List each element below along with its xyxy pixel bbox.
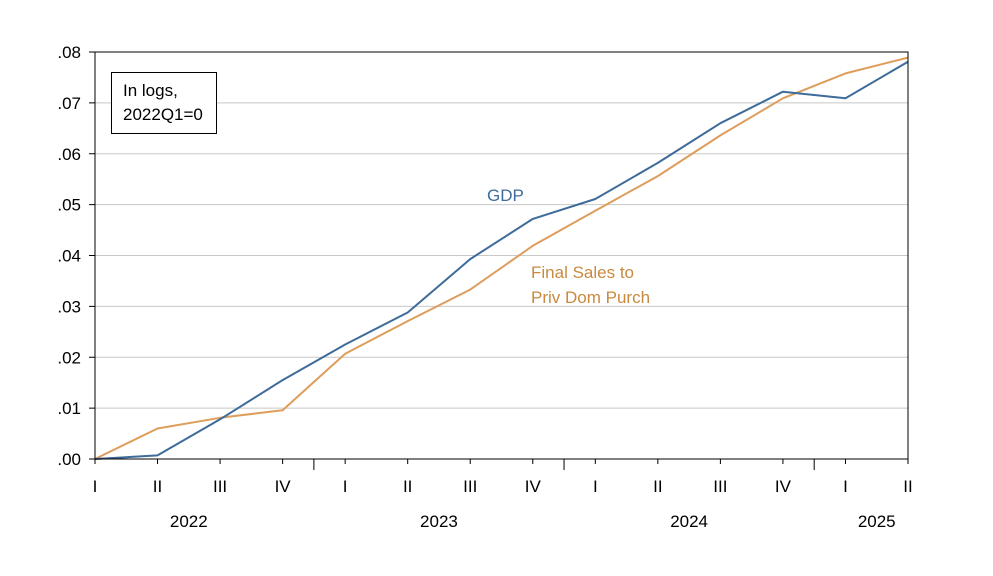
tick-labels: .00.01.02.03.04.05.06.07.08I II III IV I II II…	[57, 43, 912, 531]
x-quarter-label: I	[593, 477, 598, 496]
x-year-label: 2025	[858, 512, 896, 531]
x-year-label: 2024	[670, 512, 708, 531]
x-quarter-label: II	[403, 477, 412, 496]
y-tick-label: .00	[57, 450, 81, 469]
x-quarter-label: III	[213, 477, 227, 496]
y-tick-label: .01	[57, 399, 81, 418]
annotation-box: In logs, 2022Q1=0	[111, 72, 217, 134]
x-quarter-label: I	[93, 477, 98, 496]
y-tick-label: .03	[57, 297, 81, 316]
y-tick-label: .08	[57, 43, 81, 62]
x-quarter-label: I	[843, 477, 848, 496]
series-lines	[94, 56, 909, 460]
series-label-final-sales-line1: Final Sales to	[531, 263, 634, 282]
y-tick-label: .05	[57, 196, 81, 215]
x-quarter-label: III	[713, 477, 727, 496]
x-quarter-label: IV	[275, 477, 292, 496]
series-label-gdp: GDP	[487, 186, 524, 205]
series-label-final-sales-line2: Priv Dom Purch	[531, 288, 650, 307]
axis-ticks	[89, 51, 909, 470]
x-quarter-label: I	[343, 477, 348, 496]
x-year-label: 2023	[420, 512, 458, 531]
annotation-line2: 2022Q1=0	[123, 105, 203, 124]
series-line-final-sales	[94, 56, 909, 460]
y-tick-label: .07	[57, 94, 81, 113]
x-quarter-label: II	[153, 477, 162, 496]
x-quarter-label: IV	[775, 477, 792, 496]
x-year-label: 2022	[170, 512, 208, 531]
x-quarter-label: II	[903, 477, 912, 496]
y-tick-label: .04	[57, 247, 81, 266]
gridlines	[95, 102, 908, 409]
series-line-gdp	[94, 60, 909, 460]
x-quarter-label: II	[653, 477, 662, 496]
annotation-line1: In logs,	[123, 81, 178, 100]
y-tick-label: .06	[57, 145, 81, 164]
y-tick-label: .02	[57, 348, 81, 367]
x-quarter-label: III	[463, 477, 477, 496]
x-quarter-label: IV	[525, 477, 542, 496]
